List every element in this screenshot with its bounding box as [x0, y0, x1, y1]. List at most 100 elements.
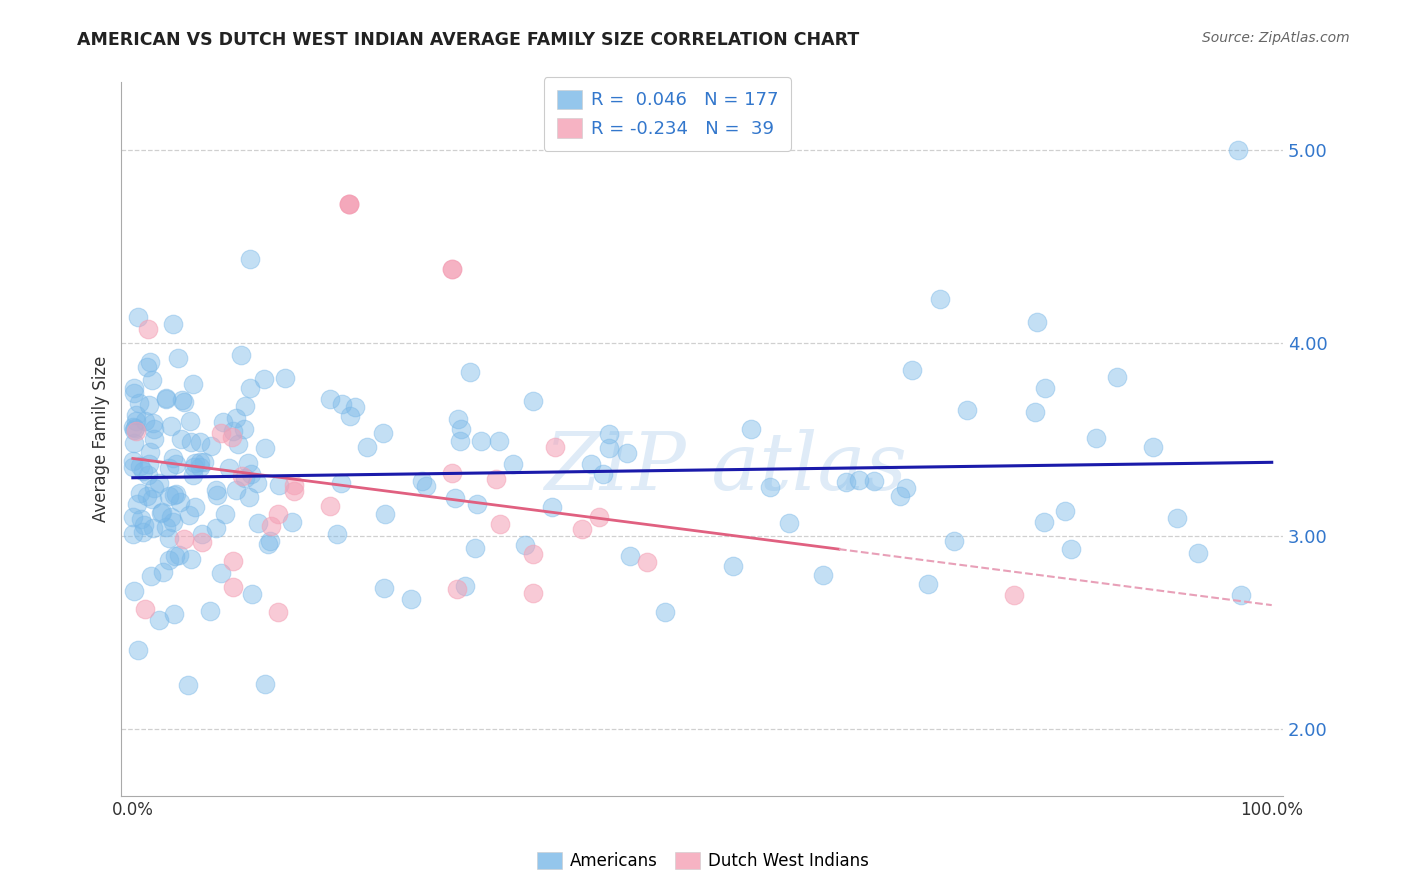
- Americans: [226, 436, 249, 450]
- Americans: [173, 394, 195, 409]
- Americans: [1166, 511, 1188, 525]
- Americans: [464, 541, 486, 555]
- Americans: [1084, 431, 1107, 445]
- Americans: [233, 422, 256, 436]
- Americans: [190, 455, 212, 469]
- Americans: [165, 457, 187, 471]
- Americans: [257, 537, 280, 551]
- Dutch West Indians: [318, 499, 340, 513]
- Americans: [163, 488, 186, 502]
- Americans: [1142, 440, 1164, 454]
- Americans: [131, 464, 153, 478]
- Americans: [200, 604, 222, 618]
- Dutch West Indians: [173, 532, 195, 546]
- Americans: [1105, 370, 1128, 384]
- Americans: [129, 458, 152, 473]
- Americans: [253, 372, 276, 386]
- Dutch West Indians: [440, 262, 463, 277]
- Americans: [129, 511, 152, 525]
- Americans: [233, 471, 256, 485]
- Americans: [155, 392, 177, 406]
- Americans: [136, 489, 159, 503]
- Americans: [205, 483, 228, 498]
- Americans: [142, 521, 165, 535]
- Americans: [132, 525, 155, 540]
- Americans: [513, 538, 536, 552]
- Americans: [225, 411, 247, 425]
- Americans: [339, 409, 361, 423]
- Dutch West Indians: [191, 535, 214, 549]
- Americans: [343, 400, 366, 414]
- Dutch West Indians: [489, 517, 512, 532]
- Americans: [411, 474, 433, 488]
- Americans: [239, 381, 262, 395]
- Americans: [329, 476, 352, 491]
- Dutch West Indians: [440, 262, 463, 277]
- Text: ZIP atlas: ZIP atlas: [544, 429, 907, 507]
- Y-axis label: Average Family Size: Average Family Size: [93, 356, 110, 523]
- Americans: [193, 455, 215, 469]
- Americans: [247, 516, 270, 531]
- Americans: [450, 422, 472, 436]
- Dutch West Indians: [231, 469, 253, 483]
- Americans: [141, 491, 163, 506]
- Dutch West Indians: [446, 582, 468, 597]
- Americans: [917, 576, 939, 591]
- Dutch West Indians: [571, 522, 593, 536]
- Americans: [848, 474, 870, 488]
- Americans: [142, 432, 165, 446]
- Americans: [188, 459, 211, 474]
- Americans: [274, 371, 297, 385]
- Americans: [330, 397, 353, 411]
- Americans: [177, 678, 200, 692]
- Americans: [138, 398, 160, 412]
- Americans: [1033, 381, 1056, 395]
- Americans: [157, 461, 180, 475]
- Americans: [180, 552, 202, 566]
- Americans: [598, 427, 620, 442]
- Americans: [124, 380, 146, 394]
- Dutch West Indians: [260, 519, 283, 533]
- Americans: [205, 487, 228, 501]
- Americans: [179, 434, 201, 449]
- Americans: [834, 475, 856, 489]
- Dutch West Indians: [1002, 588, 1025, 602]
- Legend: Americans, Dutch West Indians: Americans, Dutch West Indians: [530, 845, 876, 877]
- Americans: [1026, 315, 1049, 329]
- Dutch West Indians: [636, 555, 658, 569]
- Americans: [157, 489, 180, 503]
- Americans: [165, 487, 187, 501]
- Americans: [150, 506, 173, 520]
- Dutch West Indians: [267, 507, 290, 521]
- Dutch West Indians: [485, 472, 508, 486]
- Americans: [214, 508, 236, 522]
- Americans: [280, 515, 302, 529]
- Americans: [139, 355, 162, 369]
- Americans: [956, 403, 979, 417]
- Americans: [134, 414, 156, 428]
- Americans: [896, 481, 918, 495]
- Americans: [142, 416, 165, 430]
- Americans: [177, 508, 200, 522]
- Americans: [191, 527, 214, 541]
- Americans: [169, 495, 191, 509]
- Legend: R =  0.046   N = 177, R = -0.234   N =  39: R = 0.046 N = 177, R = -0.234 N = 39: [544, 77, 792, 151]
- Americans: [170, 392, 193, 407]
- Americans: [157, 531, 180, 545]
- Americans: [540, 500, 562, 515]
- Americans: [759, 480, 782, 494]
- Americans: [447, 411, 470, 425]
- Americans: [162, 607, 184, 622]
- Americans: [267, 478, 290, 492]
- Americans: [127, 642, 149, 657]
- Americans: [218, 461, 240, 475]
- Americans: [1032, 515, 1054, 529]
- Americans: [460, 365, 482, 379]
- Americans: [128, 396, 150, 410]
- Americans: [245, 475, 267, 490]
- Americans: [240, 587, 263, 601]
- Dutch West Indians: [134, 602, 156, 616]
- Dutch West Indians: [221, 430, 243, 444]
- Americans: [141, 373, 163, 387]
- Americans: [157, 552, 180, 566]
